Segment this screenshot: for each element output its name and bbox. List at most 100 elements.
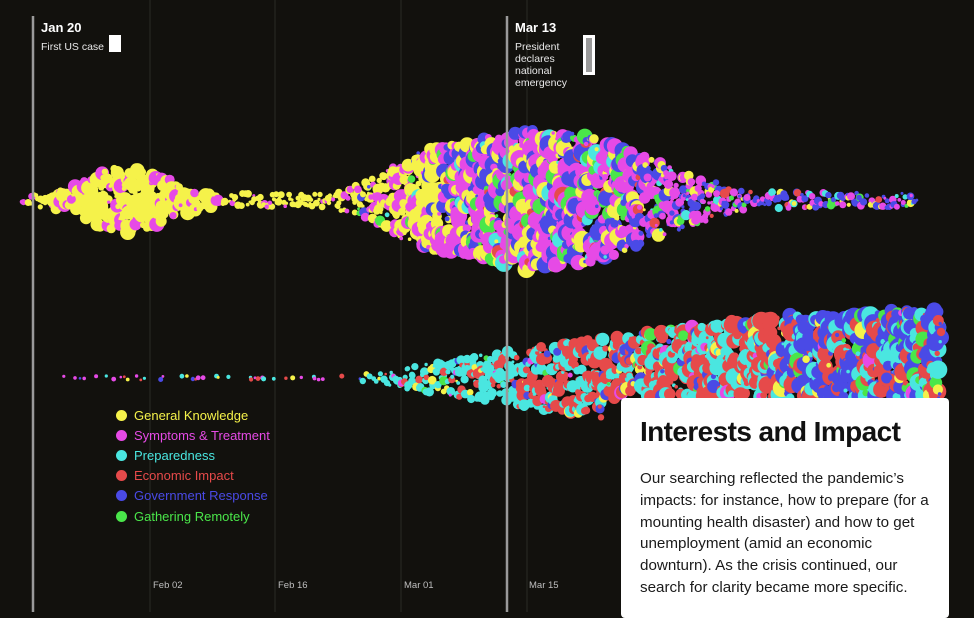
- swarm-bubble: [125, 377, 130, 382]
- swarm-bubble: [101, 168, 109, 175]
- swarm-bubble: [808, 193, 816, 200]
- swarm-bubble: [654, 223, 658, 227]
- swarm-bubble: [762, 311, 780, 329]
- legend-swatch: [116, 510, 127, 522]
- swarm-bubble: [33, 193, 39, 198]
- swarm-bubble: [94, 374, 99, 379]
- swarm-bubble: [825, 191, 832, 199]
- swarm-bubble: [725, 208, 733, 216]
- swarm-bubble: [232, 197, 237, 202]
- swarm-bubble: [674, 385, 678, 389]
- swarm-bubble: [733, 330, 742, 340]
- swarm-bubble: [407, 237, 412, 241]
- legend-swatch: [116, 490, 127, 502]
- swarm-bubble: [902, 194, 908, 200]
- swarm-bubble: [466, 389, 474, 396]
- swarm-bubble: [589, 134, 599, 144]
- swarm-bubble: [513, 354, 520, 361]
- swarm-bubble: [826, 201, 836, 210]
- swarm-bubble: [283, 204, 288, 208]
- swarm-bubble: [460, 375, 469, 384]
- swarm-bubble: [860, 198, 868, 206]
- swarm-bubble: [599, 176, 603, 180]
- swarm-bubble: [367, 185, 371, 189]
- swarm-bubble: [893, 203, 900, 210]
- swarm-bubble: [494, 239, 499, 244]
- legend-item-government-response: Government Response: [116, 486, 270, 506]
- swarm-bubble: [436, 359, 445, 368]
- swarm-bubble: [290, 198, 294, 202]
- legend: General Knowledge Symptoms & Treatment P…: [116, 405, 270, 526]
- swarm-bubble: [781, 342, 785, 346]
- swarm-bubble: [614, 215, 620, 221]
- x-tick-feb16: Feb 16: [278, 580, 308, 591]
- swarm-bubble: [875, 196, 883, 203]
- swarm-bubble: [508, 173, 512, 176]
- swarm-bubble: [402, 199, 408, 205]
- swarm-bubble: [704, 206, 711, 212]
- swarm-bubble: [835, 201, 840, 206]
- swarm-bubble: [594, 147, 599, 152]
- swarm-bubble: [935, 365, 941, 371]
- swarm-bubble: [553, 347, 562, 356]
- swarm-bubble: [739, 205, 748, 214]
- swarm-bubble: [399, 174, 410, 185]
- swarm-bubble: [134, 374, 139, 378]
- swarm-bubble: [354, 185, 362, 194]
- legend-swatch: [116, 470, 127, 482]
- swarm-bubble: [676, 217, 685, 226]
- swarm-bubble: [637, 204, 642, 210]
- swarm-bubble: [478, 353, 483, 358]
- legend-item-symptoms-treatment: Symptoms & Treatment: [116, 425, 270, 445]
- swarm-bubble: [317, 197, 321, 201]
- swarm-bubble: [539, 344, 545, 349]
- swarm-bubble: [388, 383, 392, 387]
- swarm-bubble: [931, 305, 944, 318]
- swarm-bubble: [771, 319, 776, 324]
- swarm-bubble: [312, 191, 318, 197]
- swarm-bubble: [385, 379, 390, 385]
- swarm-bubble: [847, 192, 855, 201]
- swarm-bubble: [686, 191, 690, 195]
- swarm-bubble: [603, 255, 607, 259]
- legend-label: General Knowledge: [134, 407, 249, 423]
- swarm-bubble: [592, 371, 601, 381]
- swarm-bubble: [107, 200, 111, 204]
- swarm-bubble: [486, 388, 497, 398]
- swarm-bubble: [366, 373, 373, 380]
- swarm-bubble: [635, 347, 643, 355]
- swarm-bubble: [638, 230, 644, 236]
- swarm-bubble: [297, 199, 304, 206]
- swarm-bubble: [490, 382, 496, 388]
- swarm-bubble: [793, 189, 802, 197]
- swarm-bubble: [621, 247, 628, 253]
- swarm-bubble: [702, 178, 706, 182]
- swarm-bubble: [763, 203, 767, 207]
- swarm-bubble: [936, 327, 946, 337]
- swarm-bubble: [411, 363, 419, 371]
- swarm-bubble: [800, 193, 804, 197]
- swarm-bubble: [134, 185, 142, 192]
- swarm-bubble: [812, 203, 820, 211]
- swarm-bubble: [719, 207, 724, 211]
- swarm-bubble: [644, 328, 657, 341]
- legend-label: Government Response: [134, 488, 268, 504]
- annotation-mar13-text: President declares national emergency: [515, 41, 567, 89]
- swarm-bubble: [681, 205, 685, 209]
- swarm-bubble: [513, 256, 517, 261]
- swarm-bubble: [673, 191, 678, 196]
- swarm-bubble: [344, 208, 350, 214]
- swarm-bubble: [711, 184, 715, 189]
- swarm-bubble: [743, 194, 751, 201]
- swarm-bubble: [62, 374, 66, 378]
- swarm-bubble: [445, 369, 451, 375]
- swarm-bubble: [470, 353, 479, 362]
- swarm-bubble: [774, 203, 783, 213]
- swarm-bubble: [595, 204, 599, 209]
- swarm-bubble: [788, 371, 795, 378]
- swarm-bubble: [320, 377, 325, 381]
- swarm-bubble: [423, 374, 430, 381]
- swarm-bubble: [667, 165, 672, 171]
- swarm-bubble: [573, 359, 578, 363]
- swarm-bubble: [738, 187, 745, 195]
